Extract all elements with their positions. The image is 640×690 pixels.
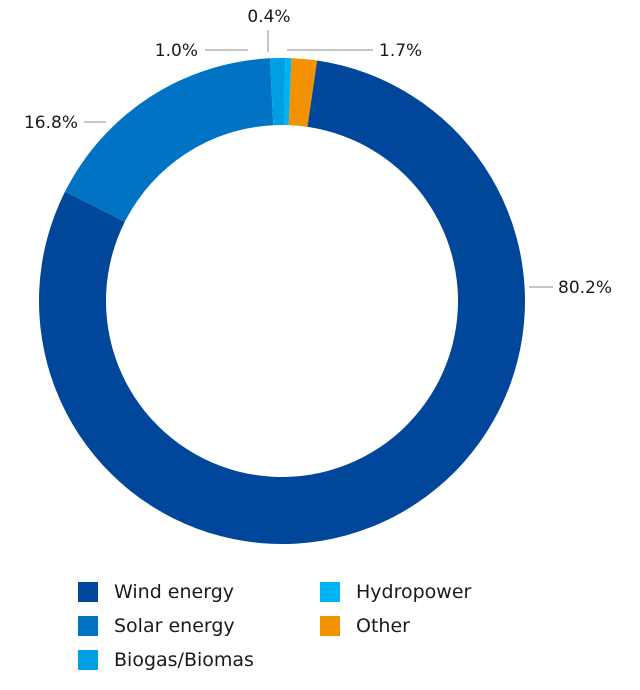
legend-item-solar-energy: Solar energy — [78, 614, 320, 638]
legend-item-wind-energy: Wind energy — [78, 580, 320, 604]
legend-swatch-hydropower — [320, 582, 340, 602]
slice-hydropower — [284, 58, 292, 126]
legend-label-wind-energy: Wind energy — [114, 581, 234, 603]
legend-swatch-wind-energy — [78, 582, 98, 602]
slice-other — [288, 58, 318, 127]
data-label-biogas-biomas: 1.0% — [155, 41, 198, 61]
donut-chart: 1.7% 80.2% 16.8% 1.0% 0.4% — [24, 7, 612, 544]
data-label-wind-energy: 80.2% — [558, 278, 612, 298]
legend-label-hydropower: Hydropower — [356, 581, 472, 603]
data-label-hydropower: 0.4% — [247, 7, 290, 27]
legend-swatch-solar-energy — [78, 616, 98, 636]
slice-biogas-biomas — [269, 57, 286, 126]
legend-swatch-other — [320, 616, 340, 636]
legend-item-biogas-biomas: Biogas/Biomas — [78, 648, 320, 672]
legend-label-other: Other — [356, 615, 410, 637]
legend: Wind energy Hydropower Solar energy Othe… — [78, 580, 558, 672]
legend-item-other: Other — [320, 614, 520, 638]
legend-item-hydropower: Hydropower — [320, 580, 520, 604]
slice-solar-energy — [64, 58, 274, 222]
legend-label-solar-energy: Solar energy — [114, 615, 235, 637]
data-label-solar-energy: 16.8% — [24, 113, 78, 133]
data-label-other: 1.7% — [379, 41, 422, 61]
legend-swatch-biogas-biomas — [78, 650, 98, 670]
legend-label-biogas-biomas: Biogas/Biomas — [114, 649, 254, 671]
